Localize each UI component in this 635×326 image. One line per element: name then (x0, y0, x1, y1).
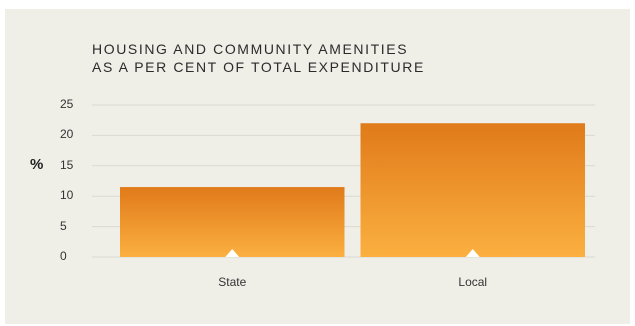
y-tick-label: 0 (60, 249, 67, 263)
bar-state (120, 187, 345, 257)
chart-title-line-1: HOUSING AND COMMUNITY AMENITIES (92, 41, 409, 57)
bar-base-marker (225, 249, 240, 257)
y-tick-label: 25 (60, 97, 74, 111)
y-tick-label: 5 (60, 218, 67, 233)
bar-base-marker (465, 249, 480, 257)
x-category-label: State (218, 275, 247, 289)
y-tick-label: 20 (60, 127, 74, 142)
chart-title-line-2: AS A PER CENT OF TOTAL EXPENDITURE (92, 59, 425, 75)
y-tick-label: 10 (60, 188, 74, 203)
y-tick-label: 15 (60, 157, 74, 172)
x-category-label: Local (458, 275, 488, 289)
y-axis-label: % (30, 156, 44, 173)
bar-local (360, 123, 585, 258)
